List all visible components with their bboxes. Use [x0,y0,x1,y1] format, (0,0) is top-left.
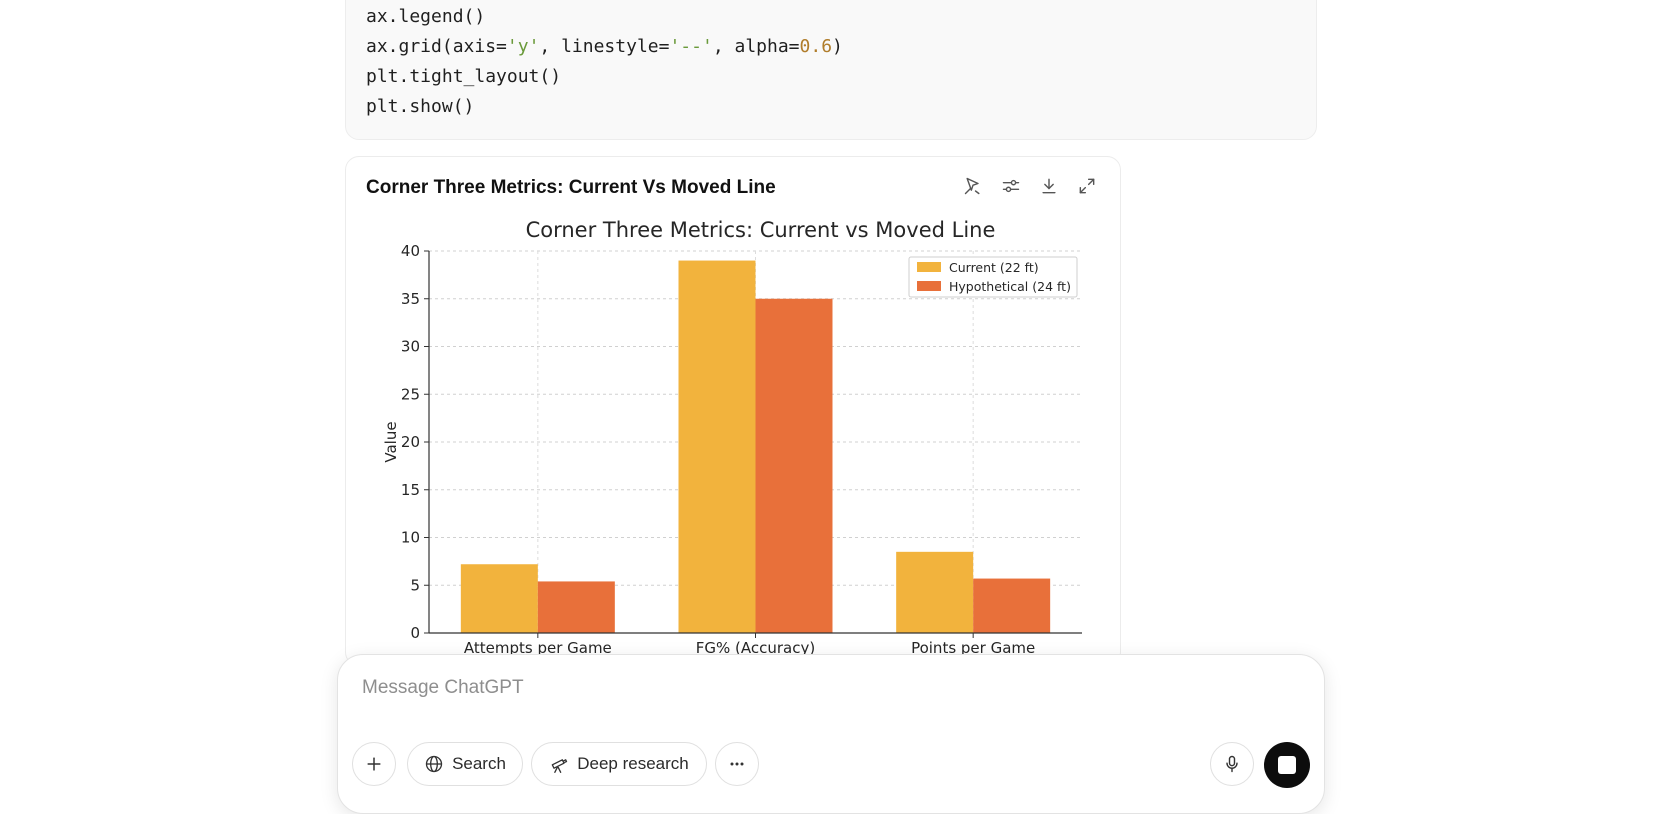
chart-card: Corner Three Metrics: Current vs Moved L… [345,156,1121,666]
x-tick-label: Attempts per Game [464,639,612,657]
legend-label: Current (22 ft) [949,260,1039,275]
expand-icon[interactable] [1076,175,1098,197]
chart-card-title: Corner Three Metrics: Current Vs Moved L… [366,177,776,198]
y-tick-label: 5 [410,576,420,594]
legend-swatch [917,281,941,291]
code-token: plt.tight_layout() [366,66,562,87]
code-line: plt.tight_layout() [366,62,843,92]
chart-toolbar [962,175,1098,197]
y-tick-label: 30 [401,338,420,356]
search-button-label: Search [452,754,506,773]
code-token: plt.show() [366,96,475,117]
bar [678,260,756,633]
stop-button[interactable] [1264,742,1310,788]
message-composer: Search Deep research [337,654,1325,814]
legend-box [908,256,1078,298]
sliders-icon[interactable] [1000,175,1022,197]
y-axis-label: Value [382,421,400,462]
code-token: , alpha= [712,36,800,57]
x-tick-label: FG% (Accuracy) [696,639,815,657]
code-token: '--' [669,36,713,57]
stop-icon [1278,756,1296,774]
bar [973,578,1051,633]
telescope-icon [551,759,568,773]
plus-icon [367,757,381,771]
download-icon[interactable] [1038,175,1060,197]
x-tick-label: Points per Game [911,639,1035,657]
code-token: ) [832,36,843,57]
code-token: ax.legend() [366,6,486,27]
chart-title: Corner Three Metrics: Current vs Moved L… [526,218,996,242]
y-tick-label: 15 [401,481,420,499]
microphone-icon [1226,755,1238,773]
add-button[interactable] [352,742,396,786]
code-line: ax.grid(axis='y', linestyle='--', alpha=… [366,32,843,62]
deep-research-button[interactable]: Deep research [531,742,707,786]
code-token: 0.6 [799,36,833,57]
y-tick-label: 10 [401,529,420,547]
message-input[interactable] [360,669,1264,707]
y-tick-label: 35 [401,290,420,308]
code-token: ax.grid(axis= [366,36,507,57]
bar-chart: Corner Three Metrics: Current vs Moved L… [382,218,1082,657]
y-tick-label: 0 [410,624,420,642]
code-lines: ax.legend() ax.grid(axis='y', linestyle='… [366,2,843,122]
bar [755,298,833,633]
deep-research-button-label: Deep research [577,754,689,773]
y-tick-label: 20 [401,433,420,451]
legend-label: Hypothetical (24 ft) [949,279,1071,294]
bar [537,581,615,633]
code-line: ax.legend() [366,2,843,32]
ellipsis-icon [730,762,744,766]
y-tick-label: 40 [401,242,420,260]
code-token: , linestyle= [539,36,670,57]
code-line: plt.show() [366,92,843,122]
search-button[interactable]: Search [407,742,523,786]
dictate-button[interactable] [1210,742,1254,786]
code-token: 'y' [506,36,540,57]
interactive-chart-icon[interactable] [962,175,984,197]
bar [896,551,974,633]
globe-icon [425,755,443,773]
bar [460,564,538,633]
code-block: ax.legend() ax.grid(axis='y', linestyle='… [345,0,1317,140]
legend-swatch [917,262,941,272]
more-options-button[interactable] [715,742,759,786]
y-tick-label: 25 [401,385,420,403]
